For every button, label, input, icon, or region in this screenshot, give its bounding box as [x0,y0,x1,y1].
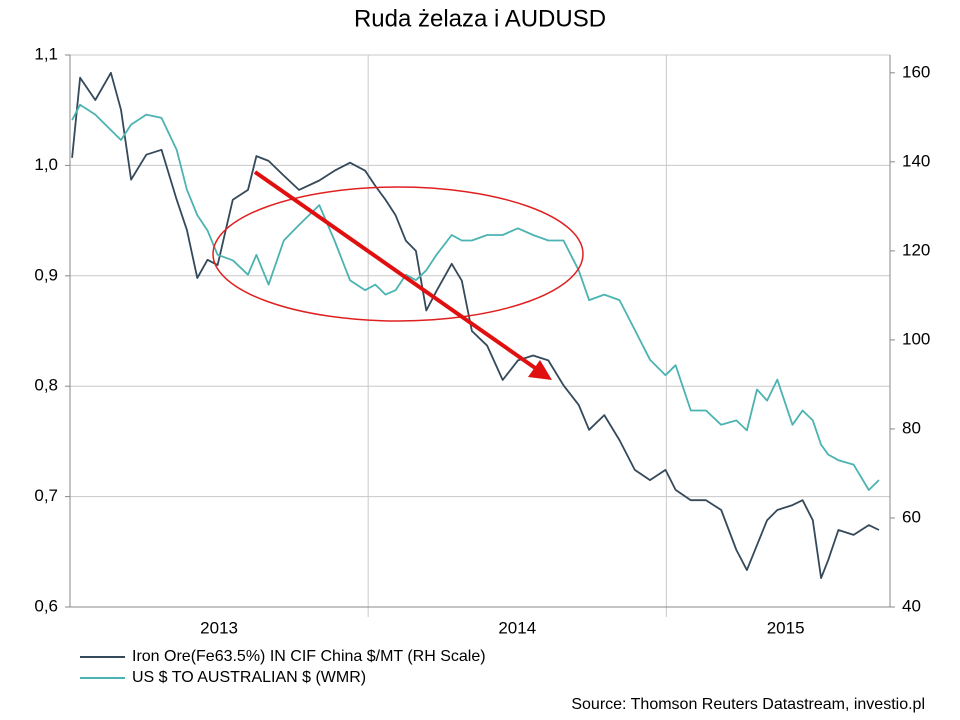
y-tick-label: 1,0 [34,155,58,174]
y-tick-label: 0,9 [34,265,58,284]
chart-title: Ruda żelaza i AUDUSD [354,5,606,32]
y2-tick-label: 120 [902,240,930,259]
legend-label: US $ TO AUSTRALIAN $ (WMR) [132,669,366,686]
y2-tick-label: 140 [902,151,930,170]
annotation-arrowhead [528,360,552,380]
x-tick-label: 2013 [200,618,238,637]
y2-tick-label: 40 [902,596,921,615]
y-tick-label: 0,6 [34,596,58,615]
legend-label: Iron Ore(Fe63.5%) IN CIF China $/MT (RH … [132,648,486,665]
source-note: Source: Thomson Reuters Datastream, inve… [571,696,925,713]
x-tick-label: 2015 [767,618,805,637]
y-tick-label: 0,8 [34,376,58,395]
y-tick-label: 1,1 [34,44,58,63]
y2-tick-label: 80 [902,418,921,437]
series-line [71,71,880,579]
y2-tick-label: 100 [902,329,930,348]
y2-tick-label: 160 [902,62,930,81]
annotation-arrow [253,170,540,372]
annotation-ellipse [212,186,584,322]
y-tick-label: 0,7 [34,486,58,505]
x-tick-label: 2014 [498,618,536,637]
series-line [71,103,880,491]
y2-tick-label: 60 [902,507,921,526]
